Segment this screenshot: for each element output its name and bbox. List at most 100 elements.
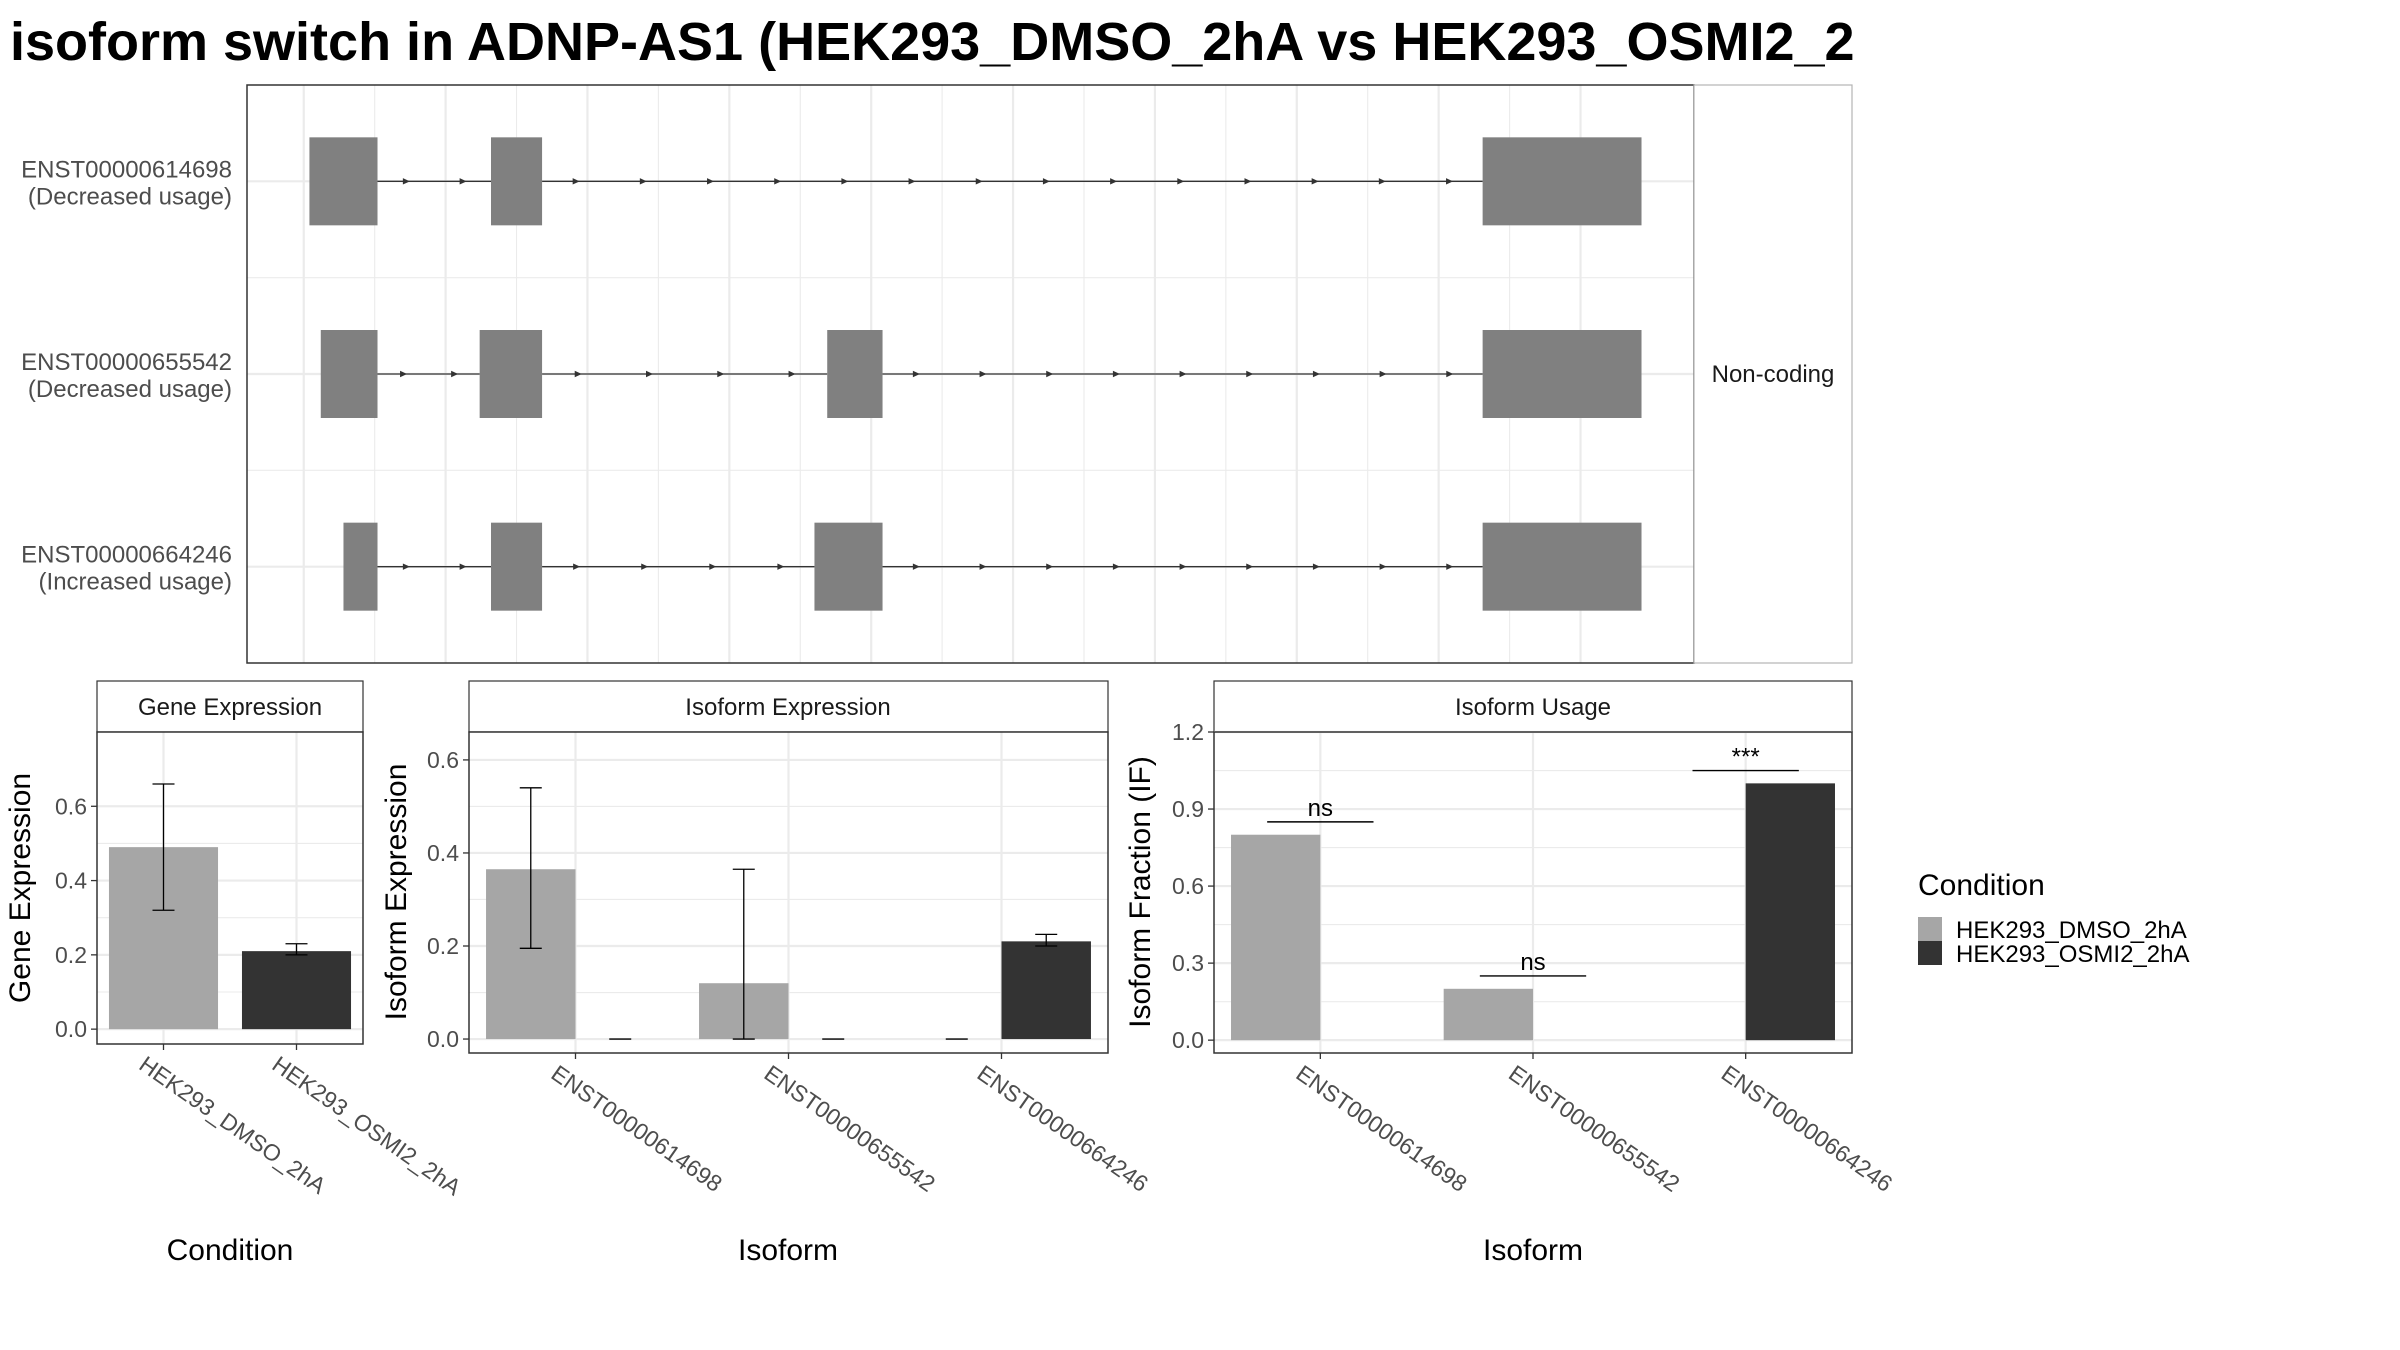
intron-direction-arrow xyxy=(1246,370,1254,378)
intron-direction-arrow xyxy=(1244,178,1252,185)
intron-direction-arrow xyxy=(975,178,983,185)
y-tick-label: 0.3 xyxy=(1172,950,1204,976)
x-tick-label: ENST00000614698 xyxy=(1291,1060,1471,1197)
intron-direction-arrow xyxy=(1312,370,1320,378)
isoform-usage-y-axis-title: Isoform Fraction (IF) xyxy=(1124,756,1157,1028)
isoform-usage-y-ticks: 0.0 0.3 0.6 0.9 1.2 xyxy=(1172,719,1214,1053)
y-tick-label: 0.6 xyxy=(1172,873,1204,899)
isoform-expression-strip-label: Isoform Expression xyxy=(685,694,890,721)
intron-direction-arrow xyxy=(788,370,796,378)
exon-block xyxy=(320,330,378,418)
bar-ENST00000655542-HEK293_DMSO_2hA xyxy=(1443,988,1533,1041)
legend-label-osmi2: HEK293_OSMI2_2hA xyxy=(1956,941,2189,968)
intron-direction-arrow xyxy=(459,563,467,570)
y-tick-label: 0.4 xyxy=(55,868,87,894)
intron-direction-arrow xyxy=(573,563,581,570)
exon-block xyxy=(479,330,543,418)
intron-direction-arrow xyxy=(459,178,467,185)
intron-direction-arrow xyxy=(400,370,408,378)
exon-block xyxy=(343,522,378,611)
intron-direction-arrow xyxy=(402,178,410,185)
y-tick-label: 0.4 xyxy=(427,840,459,866)
transcript-label-id: ENST00000664246 xyxy=(21,542,232,569)
gene-expression-y-ticks: 0.0 0.2 0.4 0.6 xyxy=(55,793,97,1042)
intron-direction-arrow xyxy=(979,563,987,570)
intron-direction-arrow xyxy=(1246,563,1254,570)
intron-direction-arrow xyxy=(1446,370,1454,378)
intron-direction-arrow xyxy=(1379,563,1387,570)
transcript-ENST00000664246 xyxy=(343,522,1642,611)
intron-direction-arrow xyxy=(1046,563,1054,570)
intron-direction-arrow xyxy=(1046,370,1054,378)
intron-direction-arrow xyxy=(1446,178,1454,185)
x-tick-label: ENST00000664246 xyxy=(1717,1060,1897,1197)
bar-ENST00000664246-HEK293_OSMI2_2hA xyxy=(1001,941,1091,1040)
isoform-usage-strip xyxy=(1213,680,1853,733)
isoform-usage-x-ticks: ENST00000614698 ENST00000655542 ENST000006… xyxy=(1291,1053,1897,1197)
y-tick-label: 0.6 xyxy=(55,793,87,819)
isoform-expression-panel: Isoform Expression 0.0 0.2 0.4 0.6 ENST0000… xyxy=(380,680,1153,1267)
isoform-expression-y-axis-title: Isoform Expression xyxy=(380,764,413,1021)
gene-expression-strip xyxy=(96,680,364,733)
intron-direction-arrow xyxy=(451,370,459,378)
intron-direction-arrow xyxy=(1312,563,1320,570)
intron-direction-arrow xyxy=(777,563,785,570)
intron-direction-arrow xyxy=(774,178,782,185)
exon-block xyxy=(491,522,543,611)
exon-block xyxy=(1482,522,1642,611)
exon-block xyxy=(827,330,883,418)
structure-side-strip xyxy=(1693,84,1853,664)
y-tick-label: 0.9 xyxy=(1172,796,1204,822)
isoform-usage-bars xyxy=(1231,783,1835,1041)
isoform-usage-significance-annotations: ns ns *** xyxy=(1267,744,1799,977)
transcript-ENST00000614698 xyxy=(309,137,1642,226)
structure-panel: Non-coding xyxy=(246,84,1853,664)
gene-expression-plot-border xyxy=(96,731,364,1045)
significance-label: *** xyxy=(1732,744,1760,771)
isoform-usage-panel: Isoform Usage ns ns *** 0.0 0.3 0.6 0.9 1.2 EN… xyxy=(1124,680,1897,1267)
exon-block xyxy=(1482,137,1642,226)
isoform-expression-bars xyxy=(486,787,1091,1040)
gene-expression-strip-label: Gene Expression xyxy=(138,694,322,721)
bar-ENST00000614698-HEK293_DMSO_2hA xyxy=(1231,834,1321,1041)
intron-direction-arrow xyxy=(1110,178,1118,185)
intron-direction-arrow xyxy=(639,178,647,185)
transcript-label-id: ENST00000614698 xyxy=(21,156,232,183)
y-tick-label: 0.0 xyxy=(55,1016,87,1042)
y-tick-label: 0.2 xyxy=(55,942,87,968)
intron-direction-arrow xyxy=(841,178,849,185)
significance-label: ns xyxy=(1520,949,1545,976)
legend-label-dmso: HEK293_DMSO_2hA xyxy=(1956,917,2187,944)
x-tick-label: ENST00000664246 xyxy=(973,1060,1153,1197)
intron-direction-arrow xyxy=(1379,370,1387,378)
exon-block xyxy=(309,137,378,226)
structure-transcripts xyxy=(309,137,1642,611)
transcript-label-usage: (Decreased usage) xyxy=(28,183,232,210)
intron-direction-arrow xyxy=(912,563,920,570)
legend-swatch-dmso xyxy=(1918,917,1942,941)
intron-direction-arrow xyxy=(1177,178,1185,185)
legend-swatch-osmi2 xyxy=(1918,941,1942,965)
intron-direction-arrow xyxy=(979,370,987,378)
bar-ENST00000664246-HEK293_OSMI2_2hA xyxy=(1745,783,1835,1041)
intron-direction-arrow xyxy=(1112,370,1120,378)
exon-block xyxy=(814,522,883,611)
gene-expression-y-axis-title: Gene Expression xyxy=(4,773,37,1003)
intron-direction-arrow xyxy=(1179,370,1187,378)
transcript-label-usage: (Increased usage) xyxy=(39,569,232,596)
gene-expression-bars xyxy=(108,783,352,1030)
structure-side-label: Non-coding xyxy=(1712,361,1835,388)
intron-direction-arrow xyxy=(402,563,410,570)
y-tick-label: 0.0 xyxy=(427,1026,459,1052)
legend: Condition HEK293_DMSO_2hA HEK293_OSMI2_2… xyxy=(1918,869,2189,968)
transcript-label-usage: (Decreased usage) xyxy=(28,376,232,403)
transcript-ENST00000655542 xyxy=(320,330,1642,418)
intron-direction-arrow xyxy=(641,563,649,570)
x-tick-label: ENST00000655542 xyxy=(1504,1060,1684,1197)
exon-block xyxy=(1482,330,1642,418)
intron-direction-arrow xyxy=(908,178,916,185)
intron-direction-arrow xyxy=(1311,178,1319,185)
transcript-label-id: ENST00000655542 xyxy=(21,349,232,376)
bar-HEK293_OSMI2_2hA xyxy=(241,951,352,1030)
